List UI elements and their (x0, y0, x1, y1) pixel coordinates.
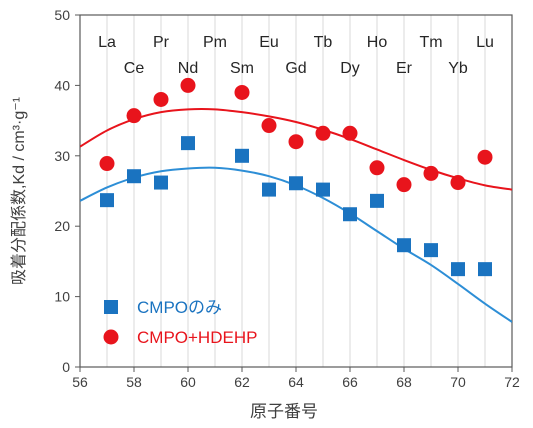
x-tick-label: 66 (342, 374, 358, 390)
data-point-cmpo (127, 169, 141, 184)
x-tick-label: 68 (396, 374, 412, 390)
data-point-cmpo (343, 207, 357, 222)
legend-marker-circle (103, 329, 119, 345)
x-tick-label: 72 (504, 374, 520, 390)
x-tick-label: 70 (450, 374, 466, 390)
marker-layer (99, 77, 493, 277)
data-point-cmpo (262, 182, 276, 197)
y-tick-label: 10 (54, 289, 70, 305)
data-point-cmpo-hdehp (126, 108, 142, 124)
y-tick-label: 20 (54, 218, 70, 234)
legend-marker-square (104, 300, 118, 314)
y-axis-title: 吸着分配係数,Kd / cm³·g⁻¹ (10, 97, 28, 285)
data-point-cmpo (289, 176, 303, 191)
data-point-cmpo-hdehp (423, 165, 439, 181)
element-label-lu: Lu (476, 34, 494, 51)
data-point-cmpo (451, 262, 465, 277)
y-tick-label: 40 (54, 77, 70, 93)
legend-label: CMPO+HDEHP (137, 328, 257, 347)
element-label-tm: Tm (419, 34, 442, 51)
element-label-eu: Eu (259, 34, 279, 51)
data-point-cmpo-hdehp (153, 91, 169, 107)
data-point-cmpo (235, 148, 249, 163)
element-label-yb: Yb (448, 60, 468, 77)
data-point-cmpo-hdehp (234, 84, 250, 100)
x-tick-label: 58 (126, 374, 142, 390)
data-point-cmpo (181, 136, 195, 151)
data-point-cmpo-hdehp (315, 125, 331, 141)
x-tick-label: 56 (72, 374, 88, 390)
y-tick-label: 50 (54, 7, 70, 23)
y-tick-label: 0 (62, 359, 70, 375)
element-label-pm: Pm (203, 34, 227, 51)
data-point-cmpo-hdehp (99, 156, 115, 172)
element-label-gd: Gd (285, 60, 306, 77)
data-point-cmpo-hdehp (477, 149, 493, 165)
data-point-cmpo (100, 193, 114, 208)
trend-line-cmpo-hdehp (80, 107, 512, 191)
data-point-cmpo (316, 182, 330, 197)
data-point-cmpo-hdehp (450, 175, 466, 191)
data-point-cmpo-hdehp (369, 160, 385, 176)
x-tick-label: 64 (288, 374, 304, 390)
data-point-cmpo-hdehp (288, 134, 304, 150)
legend: CMPOのみ CMPO+HDEHP (103, 298, 257, 347)
data-point-cmpo (154, 175, 168, 190)
element-label-ho: Ho (367, 34, 388, 51)
data-point-cmpo-hdehp (180, 77, 196, 93)
data-point-cmpo (424, 243, 438, 258)
axes-layer: 56 58 60 62 64 66 68 70 72 0 10 20 30 40 50 (54, 7, 520, 390)
x-tick-label: 62 (234, 374, 250, 390)
data-point-cmpo-hdehp (396, 177, 412, 193)
element-label-dy: Dy (340, 60, 360, 77)
element-label-la: La (98, 34, 116, 51)
x-axis-title: 原子番号 (250, 402, 318, 421)
element-label-sm: Sm (230, 60, 254, 77)
element-label-er: Er (396, 60, 413, 77)
data-point-cmpo-hdehp (261, 118, 277, 134)
element-label-tb: Tb (314, 34, 333, 51)
y-tick-label: 30 (54, 148, 70, 164)
data-point-cmpo (370, 193, 384, 208)
data-point-cmpo-hdehp (342, 125, 358, 141)
element-label-pr: Pr (153, 34, 170, 51)
x-tick-label: 60 (180, 374, 196, 390)
legend-label: CMPOのみ (137, 298, 222, 317)
data-point-cmpo (478, 262, 492, 277)
data-point-cmpo (397, 238, 411, 253)
element-label-ce: Ce (124, 60, 145, 77)
element-label-nd: Nd (178, 60, 198, 77)
grid-layer (106, 15, 486, 367)
